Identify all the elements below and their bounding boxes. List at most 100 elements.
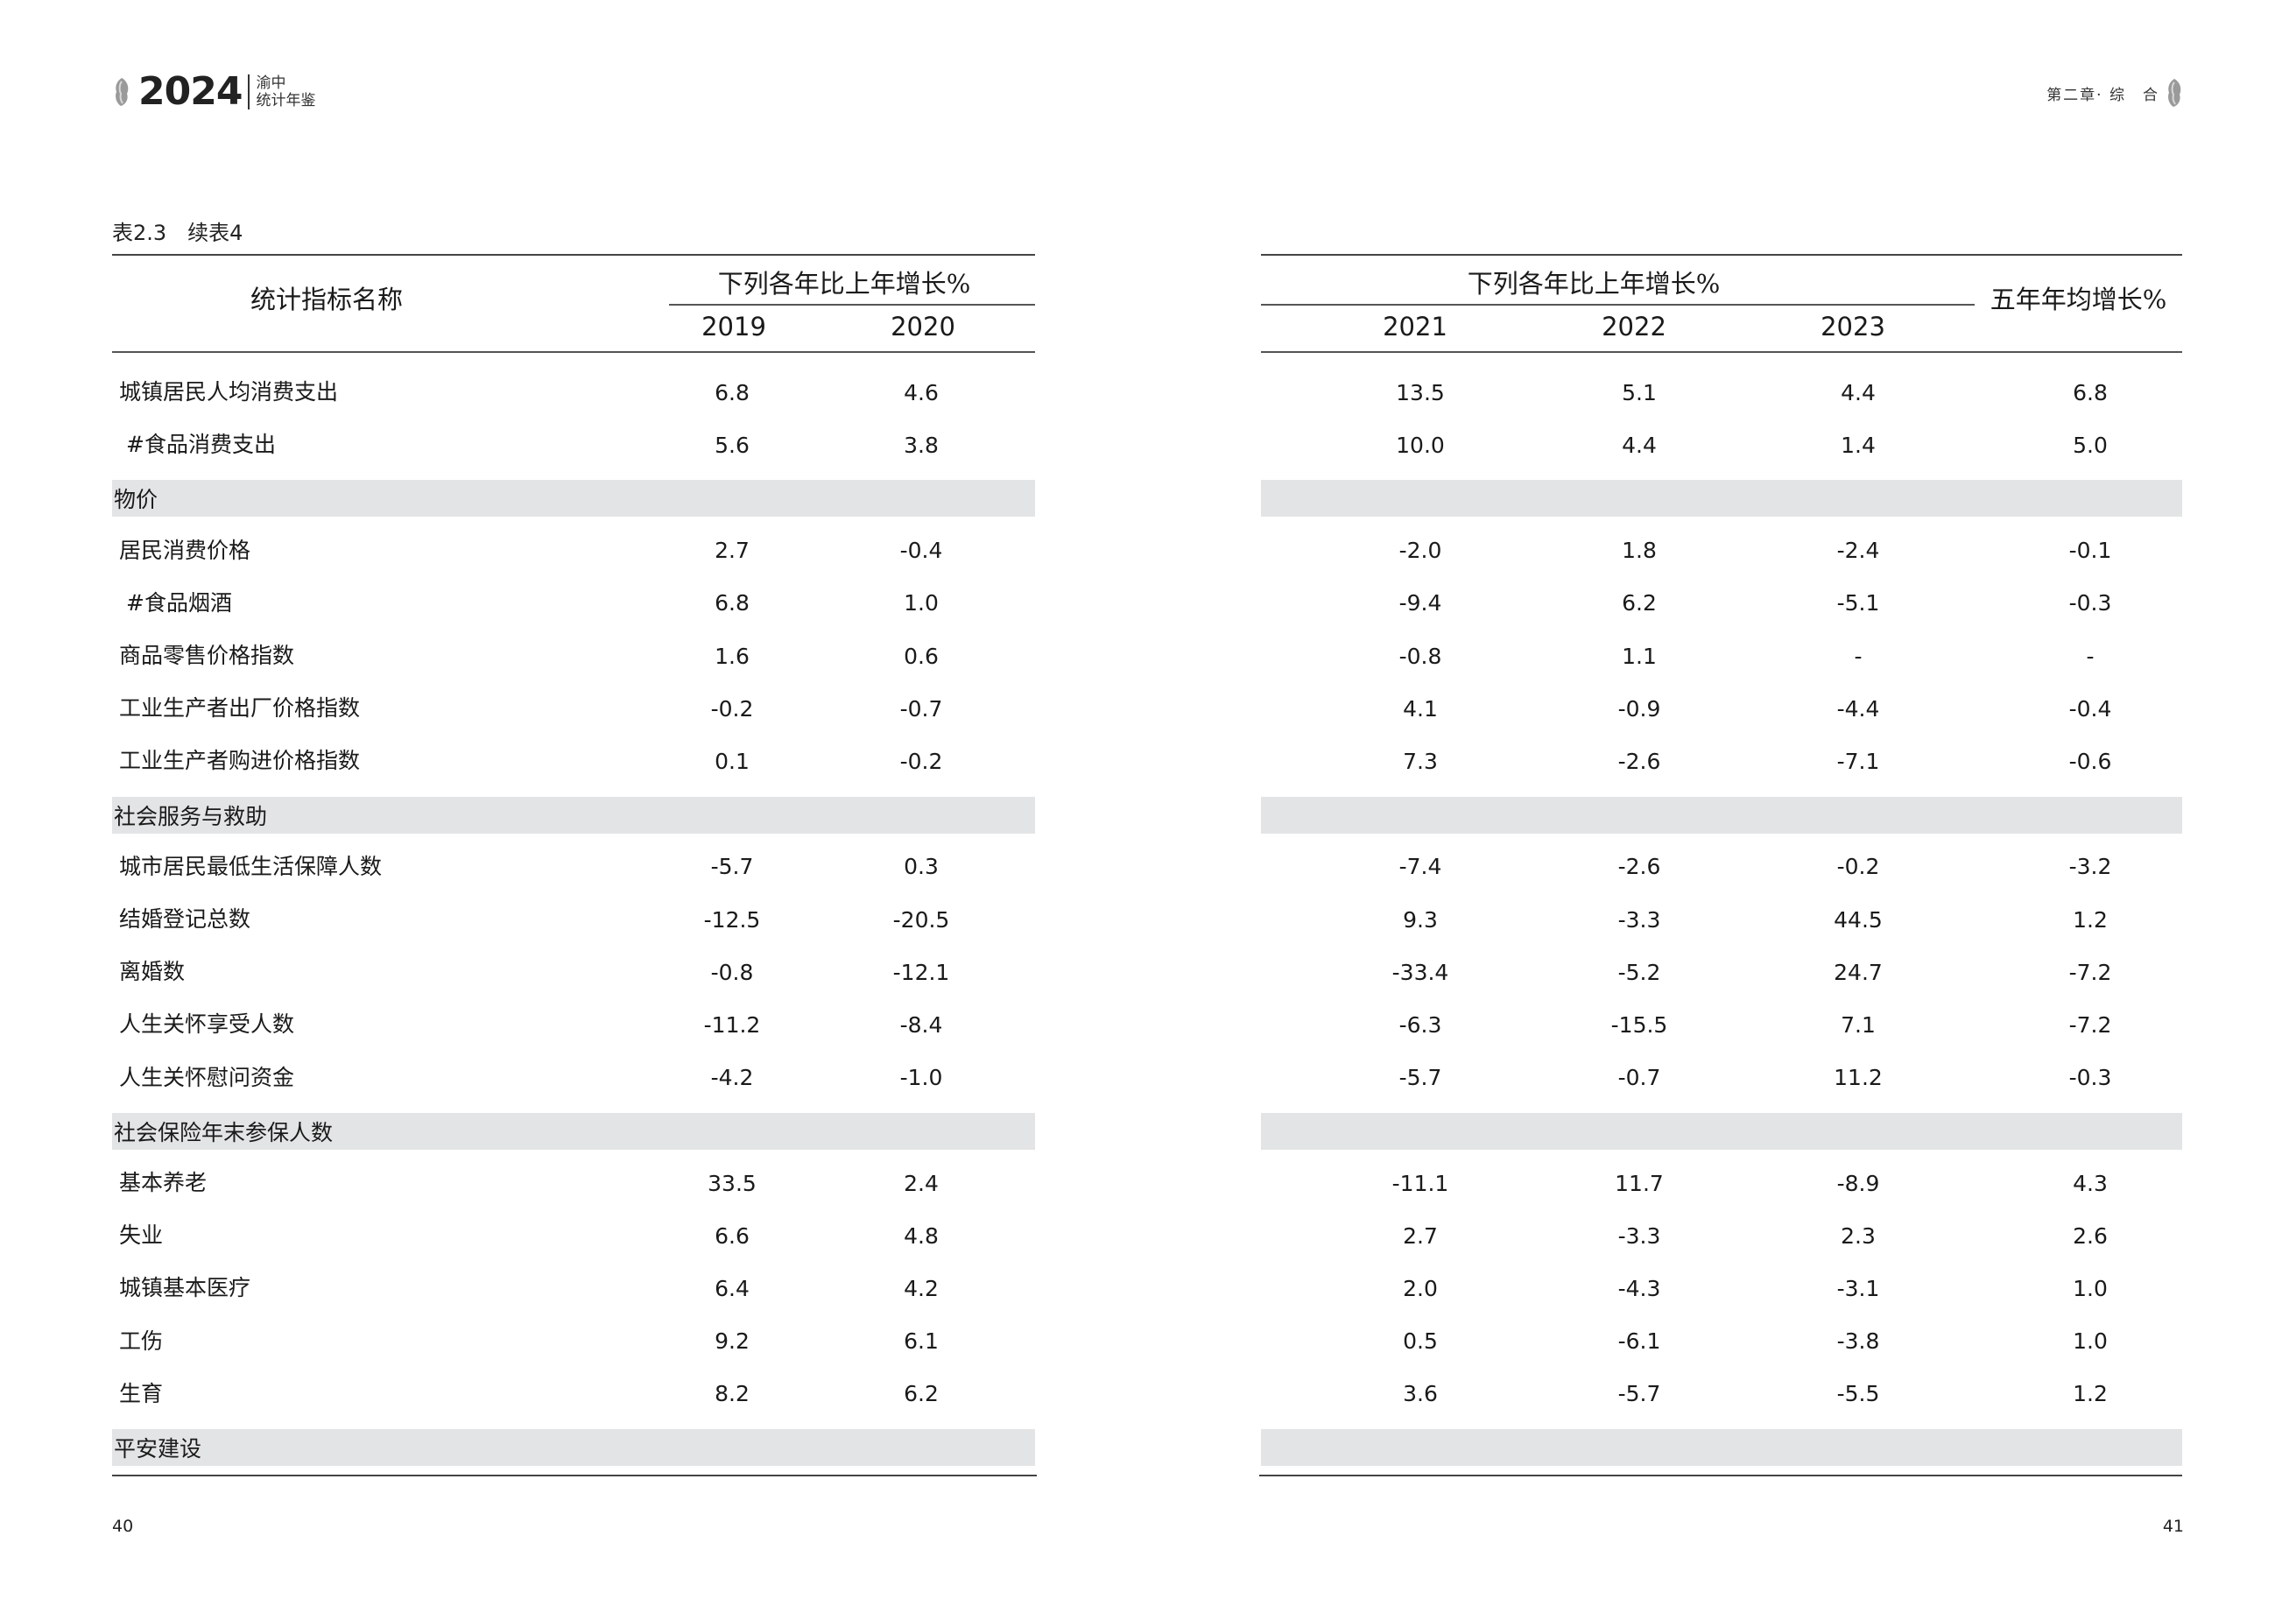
yearbook-header: 2024 渝中 统计年鉴 <box>112 70 315 114</box>
row-label: 城镇基本医疗 <box>119 1275 251 1301</box>
value-cell: 1.8 <box>1622 538 1657 564</box>
value-cell: -3.2 <box>2068 854 2112 880</box>
value-cell: 13.5 <box>1396 379 1445 405</box>
value-cell: -8.4 <box>899 1011 943 1038</box>
value-cell: -6.3 <box>1398 1011 1442 1038</box>
value-cell: 5.6 <box>715 432 750 458</box>
section-band <box>1261 1112 2182 1150</box>
section-label: 社会保险年末参保人数 <box>114 1119 334 1145</box>
value-cell: -11.2 <box>703 1011 761 1038</box>
section-band <box>112 1112 1035 1150</box>
value-cell: 33.5 <box>708 1170 757 1196</box>
value-cell: 1.2 <box>2073 1381 2108 1407</box>
section-band <box>1261 480 2182 518</box>
table-top-rule <box>1261 254 2182 256</box>
value-cell: 1.1 <box>1622 643 1657 669</box>
group-underline <box>669 304 1035 306</box>
value-cell: - <box>2086 643 2095 669</box>
value-cell: 3.6 <box>1403 1381 1438 1407</box>
emblem-icon <box>2168 79 2181 107</box>
table-top-rule <box>112 254 1035 256</box>
value-cell: -0.7 <box>1617 1065 1661 1091</box>
value-cell: 1.0 <box>904 590 939 616</box>
group-underline <box>1261 304 1975 306</box>
year-header-2023: 2023 <box>1821 312 1885 342</box>
value-cell: 6.8 <box>715 379 750 405</box>
value-cell: 5.1 <box>1622 379 1657 405</box>
value-cell: - <box>1854 643 1863 669</box>
value-cell: -5.5 <box>1836 1381 1880 1407</box>
row-label: 结婚登记总数 <box>119 906 251 933</box>
value-cell: 0.3 <box>904 854 939 880</box>
value-cell: -2.6 <box>1617 854 1661 880</box>
value-cell: -2.4 <box>1836 538 1880 564</box>
value-cell: -0.8 <box>1398 643 1442 669</box>
value-cell: 10.0 <box>1396 432 1445 458</box>
yearbook-subtitle: 渝中 统计年鉴 <box>256 74 315 109</box>
value-cell: -11.1 <box>1391 1170 1449 1196</box>
value-cell: 44.5 <box>1834 906 1883 933</box>
value-cell: 11.2 <box>1834 1065 1883 1091</box>
row-label: 居民消费价格 <box>119 537 251 563</box>
value-cell: 6.8 <box>715 590 750 616</box>
year-header-2022: 2022 <box>1602 312 1666 342</box>
row-label: 工伤 <box>119 1328 164 1354</box>
value-cell: -7.1 <box>1836 748 1880 774</box>
row-label: 离婚数 <box>119 959 186 985</box>
value-cell: 4.2 <box>904 1275 939 1301</box>
value-cell: 7.1 <box>1841 1011 1876 1038</box>
value-cell: 1.4 <box>1841 432 1876 458</box>
value-cell: 4.1 <box>1403 695 1438 722</box>
value-cell: -3.3 <box>1617 906 1661 933</box>
page-number-left: 40 <box>112 1517 134 1536</box>
table-left-page: 统计指标名称 下列各年比上年增长% 2019 2020 城镇居民人均消费支出 6.8 4.6… <box>112 254 1037 1480</box>
value-cell: -4.4 <box>1836 695 1880 722</box>
value-cell: -20.5 <box>892 906 950 933</box>
value-cell: 6.4 <box>715 1275 750 1301</box>
subtitle-line2: 统计年鉴 <box>256 92 316 109</box>
value-cell: -0.2 <box>1836 854 1880 880</box>
header-bottom-rule <box>1261 351 2182 353</box>
value-cell: 4.6 <box>904 379 939 405</box>
value-cell: -0.1 <box>2068 538 2112 564</box>
value-cell: -7.4 <box>1398 854 1442 880</box>
section-band <box>1261 1429 2182 1466</box>
value-cell: 24.7 <box>1834 959 1883 985</box>
yearbook-year: 2024 <box>138 69 243 114</box>
value-cell: -12.1 <box>892 959 950 985</box>
value-cell: 9.3 <box>1403 906 1438 933</box>
header-bottom-rule <box>112 351 1035 353</box>
value-cell: -12.5 <box>703 906 761 933</box>
value-cell: -0.2 <box>710 695 754 722</box>
growth-group-header: 下列各年比上年增长% <box>1467 269 1721 299</box>
table-bottom-rule <box>112 1475 1037 1477</box>
value-cell: 1.6 <box>715 643 750 669</box>
value-cell: 2.6 <box>2073 1222 2108 1249</box>
value-cell: -0.7 <box>899 695 943 722</box>
value-cell: -1.0 <box>899 1065 943 1091</box>
row-label: 人生关怀享受人数 <box>119 1011 295 1038</box>
value-cell: -5.7 <box>1617 1381 1661 1407</box>
value-cell: 6.2 <box>904 1381 939 1407</box>
table-title: 表2.3 续表4 <box>112 221 243 245</box>
value-cell: -5.7 <box>1398 1065 1442 1091</box>
value-cell: 4.4 <box>1622 432 1657 458</box>
value-cell: -5.7 <box>710 854 754 880</box>
value-cell: 4.3 <box>2073 1170 2108 1196</box>
value-cell: 0.1 <box>715 748 750 774</box>
page-number-right: 41 <box>2162 1517 2184 1536</box>
value-cell: -15.5 <box>1610 1011 1668 1038</box>
value-cell: -0.8 <box>710 959 754 985</box>
section-label: 社会服务与救助 <box>114 803 268 829</box>
value-cell: 2.4 <box>904 1170 939 1196</box>
value-cell: 1.0 <box>2073 1275 2108 1301</box>
value-cell: 1.2 <box>2073 906 2108 933</box>
value-cell: -0.4 <box>899 538 943 564</box>
value-cell: 5.0 <box>2073 432 2108 458</box>
row-label: 人生关怀慰问资金 <box>119 1064 295 1090</box>
row-label: 工业生产者购进价格指数 <box>119 748 361 774</box>
row-label: 城镇居民人均消费支出 <box>119 379 339 405</box>
value-cell: 3.8 <box>904 432 939 458</box>
value-cell: -7.2 <box>2068 1011 2112 1038</box>
value-cell: -0.2 <box>899 748 943 774</box>
